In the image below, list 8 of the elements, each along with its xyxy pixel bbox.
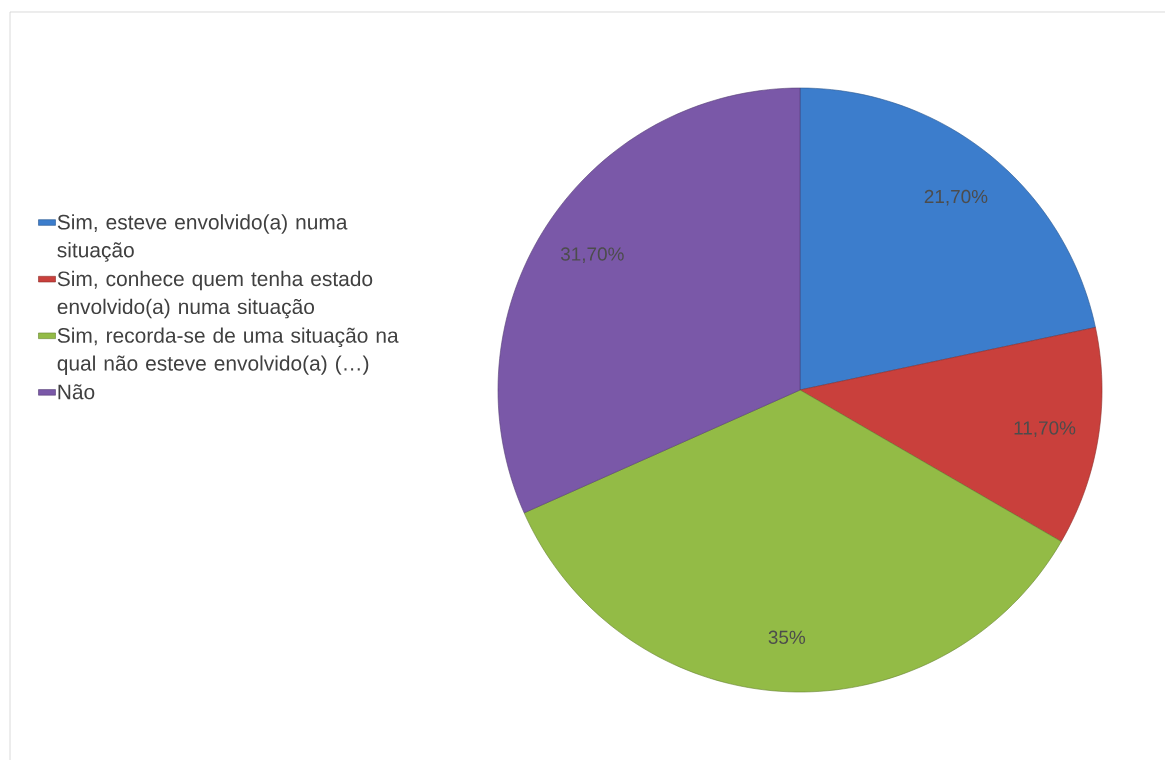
legend-label: Sim, esteve envolvido(a) numa situação	[57, 214, 348, 262]
data-label: 35%	[768, 630, 806, 644]
data-label: 31,70%	[560, 247, 624, 263]
legend-label: Sim, conhece quem tenha estado envolvido(a) numa situação	[57, 270, 373, 319]
data-label: 21,70%	[924, 189, 988, 206]
legend-label: Não	[58, 384, 95, 400]
legend-label: Sim, recorda-se de uma situação na qual não esteve envolvido(a) (…)	[57, 327, 399, 375]
data-label: 11,70%	[1014, 421, 1076, 437]
